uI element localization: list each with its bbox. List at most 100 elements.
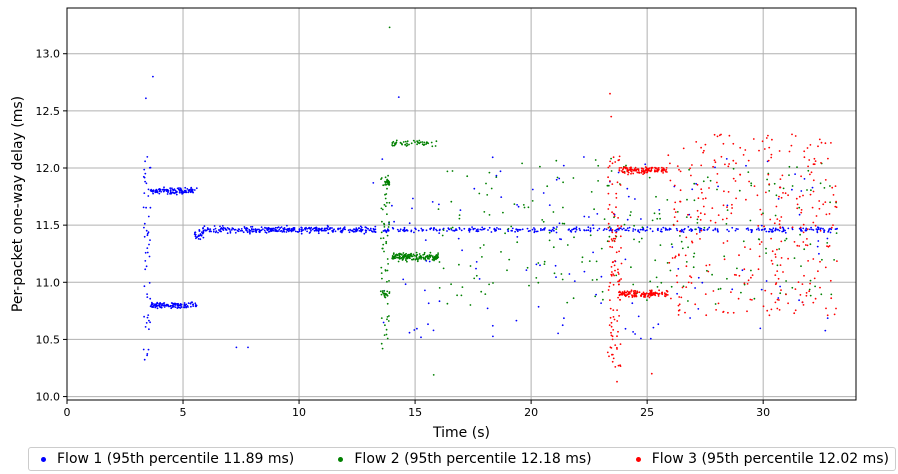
flow-2-point [381, 277, 383, 280]
flow-2-point [423, 251, 426, 254]
flow-1-point [232, 227, 235, 230]
flow-1-point [640, 337, 642, 340]
flow-2-point [404, 143, 406, 146]
flow-2-point [386, 337, 389, 340]
flow-1-point [203, 225, 206, 228]
flow-3-point [727, 191, 730, 193]
flow-2-point [442, 267, 445, 270]
flow-3-point [709, 219, 712, 222]
flow-1-point [264, 226, 266, 229]
flow-1-point [527, 230, 530, 233]
flow-3-point [802, 241, 805, 243]
flow-2-point [436, 257, 439, 260]
flow-1-point [701, 281, 704, 284]
flow-3-point [703, 213, 706, 216]
flow-3-point [642, 173, 644, 176]
flow-3-point [645, 292, 648, 295]
flow-2-point [750, 182, 753, 185]
flow-1-point [322, 229, 325, 232]
legend-label-flow-1: Flow 1 (95th percentile 11.89 ms) [57, 451, 295, 467]
flow-2-point [481, 256, 483, 258]
flow-3-point [780, 196, 783, 199]
flow-1-point [617, 171, 620, 174]
flow-2-point [826, 242, 829, 244]
flow-1-point [691, 229, 694, 232]
flow-3-point [685, 265, 688, 268]
flow-3-point [689, 216, 692, 219]
flow-1-point [366, 227, 369, 230]
flow-2-point [380, 231, 383, 234]
flow-1-point [228, 227, 230, 230]
flow-2-point [765, 252, 767, 255]
flow-2-point [422, 256, 425, 259]
flow-2-point [406, 140, 409, 143]
flow-3-point [812, 190, 815, 193]
flow-2-point [607, 184, 610, 187]
flow-2-point [490, 187, 493, 190]
flow-2-point [495, 176, 498, 179]
flow-3-point [826, 314, 829, 317]
flow-3-point [802, 194, 804, 197]
flow-3-point [717, 302, 720, 305]
flow-1-point [657, 323, 660, 326]
flow-2-point [385, 242, 388, 245]
flow-1-point [153, 304, 155, 307]
flow-1-point [632, 230, 634, 232]
flow-3-point [814, 297, 817, 300]
flow-2-point [603, 218, 606, 221]
flow-1-point [194, 302, 197, 305]
flow-1-point [782, 230, 785, 233]
flow-3-point [617, 271, 619, 274]
flow-3-point [609, 299, 611, 301]
flow-1-point [286, 228, 289, 231]
legend-item-flow-2: Flow 2 (95th percentile 12.18 ms) [338, 451, 592, 467]
flow-1-point [149, 206, 152, 209]
flow-2-point [427, 256, 430, 258]
flow-1-point [156, 307, 159, 310]
flow-2-point [808, 288, 811, 291]
flow-1-point [166, 303, 169, 306]
flow-3-point [768, 314, 771, 317]
flow-1-point [396, 228, 399, 231]
flow-1-point [817, 228, 819, 231]
flow-3-point [778, 309, 781, 311]
flow-1-point [691, 188, 694, 191]
flow-1-point [165, 190, 168, 193]
flow-1-point [237, 230, 240, 233]
flow-2-point [646, 299, 648, 301]
flow-1-point [190, 301, 193, 304]
flow-2-point [563, 222, 566, 225]
flow-1-point [359, 228, 362, 231]
flow-2-point [386, 280, 388, 283]
flow-1-point [144, 160, 147, 163]
flow-3-point [798, 195, 801, 198]
flow-1-point [189, 191, 192, 194]
flow-1-point [292, 227, 295, 230]
flow-3-point [610, 347, 613, 349]
flow-1-point [318, 228, 321, 230]
flow-3-point [747, 279, 750, 282]
flow-1-point [515, 228, 518, 231]
flow-1-point [642, 228, 644, 231]
flow-2-point [785, 237, 788, 240]
flow-3-point [794, 309, 797, 312]
flow-1-point [248, 228, 251, 231]
flow-1-point [183, 306, 186, 309]
flow-1-point [726, 228, 729, 231]
flow-1-point [757, 227, 760, 230]
flow-2-point [380, 342, 383, 345]
flow-3-point [610, 273, 613, 276]
flow-2-point [418, 142, 421, 145]
flow-3-point [669, 162, 671, 165]
flow-3-point [612, 329, 615, 331]
flow-1-point [148, 166, 151, 169]
flow-1-point [185, 306, 188, 308]
flow-3-point [762, 305, 765, 308]
flow-1-point [317, 230, 320, 233]
flow-1-point [339, 227, 341, 230]
flow-3-point [781, 174, 784, 177]
flow-1-point [315, 228, 318, 231]
flow-3-point [720, 155, 723, 158]
flow-1-point [355, 228, 358, 231]
flow-2-point [687, 246, 689, 249]
